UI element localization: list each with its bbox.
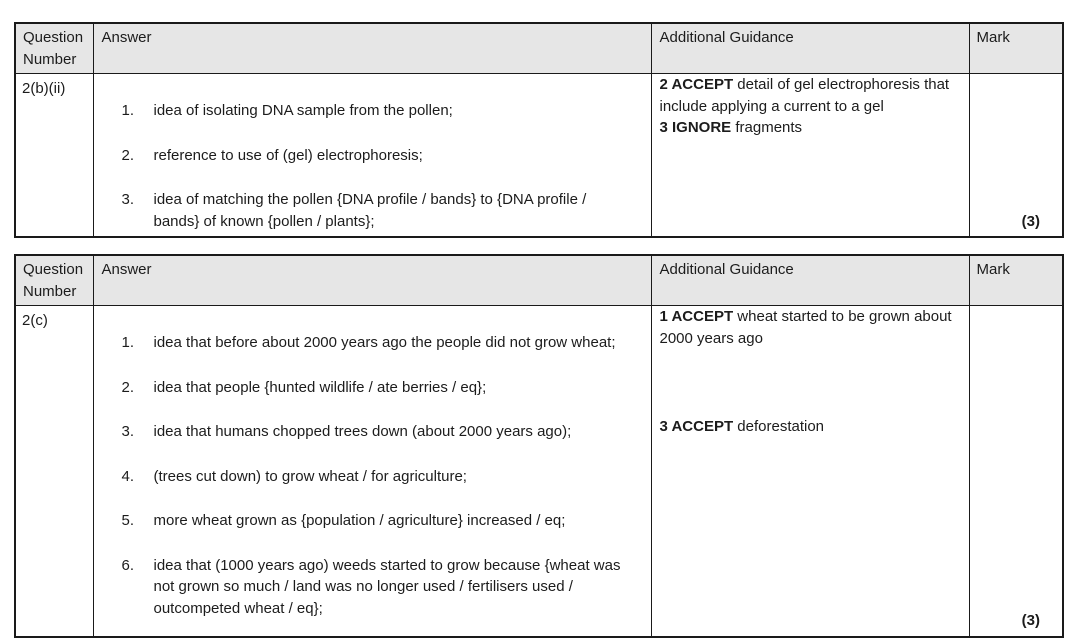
guidance-note-text: wheat started to be grown about 2000 yea…	[659, 308, 952, 347]
answer-item-number: 6.	[121, 556, 135, 574]
answer-list-item: 3. idea of matching the pollen {DNA prof…	[94, 189, 633, 232]
header-mark: Mark	[968, 22, 1064, 74]
answer-item-number: 3.	[121, 423, 135, 440]
answer-list-item: 2. idea that people {hunted wildlife / a…	[94, 377, 633, 399]
header-answer: Answer	[92, 22, 652, 74]
answer-list-item: 6. idea that (1000 years ago) weeds star…	[94, 555, 633, 620]
header-row: Question Number Answer Additional Guidan…	[14, 254, 1064, 306]
mark-scheme-table-2bii: Question Number Answer Additional Guidan…	[14, 22, 1064, 238]
answer-item-text: idea that humans chopped trees down (abo…	[153, 423, 572, 440]
answer-item-number: 1.	[121, 334, 135, 351]
guidance-note-text: deforestation	[737, 418, 825, 435]
answer-item-number: 1.	[121, 102, 135, 119]
answer-item-text: idea that before about 2000 years ago th…	[153, 334, 616, 351]
header-additional-guidance: Additional Guidance	[650, 254, 970, 306]
answer-list-item: 3. idea that humans chopped trees down (…	[94, 421, 633, 443]
mark-scheme-table-2c: Question Number Answer Additional Guidan…	[14, 254, 1064, 638]
answer-list: 1. idea that before about 2000 years ago…	[94, 306, 633, 619]
answer-cell: 1. idea that before about 2000 years ago…	[92, 305, 652, 637]
question-number-cell: 2(c)	[14, 305, 94, 637]
header-question-number: Question Number	[14, 22, 94, 74]
guidance-cell: 2 ACCEPT detail of gel electrophoresis t…	[650, 73, 970, 238]
mark-value: (3)	[1021, 212, 1040, 230]
answer-list-item: 5. more wheat grown as {population / agr…	[94, 510, 633, 532]
table-row: 2(b)(ii) 1. idea of isolating DNA sample…	[14, 73, 1064, 238]
guidance-bold-keyword: 3 IGNORE	[659, 119, 732, 136]
answer-list-item: 1. idea of isolating DNA sample from the…	[94, 100, 633, 122]
answer-item-text: reference to use of (gel) electrophoresi…	[153, 146, 423, 164]
guidance-bold-keyword: 2 ACCEPT	[659, 76, 734, 93]
guidance-note: 3 IGNORE fragments	[660, 117, 953, 139]
guidance-cell: 1 ACCEPT wheat started to be grown about…	[650, 305, 970, 637]
header-mark: Mark	[968, 254, 1064, 306]
guidance-note-text: fragments	[735, 119, 803, 136]
question-number-cell: 2(b)(ii)	[14, 73, 94, 238]
answer-item-text: idea of matching the pollen {DNA profile…	[153, 191, 587, 230]
answer-item-number: 2.	[121, 146, 135, 164]
mark-cell: (3)	[968, 305, 1064, 637]
answer-item-number: 4.	[121, 467, 135, 485]
answer-item-number: 3.	[121, 191, 135, 208]
mark-cell: (3)	[968, 73, 1064, 238]
answer-list-item: 2. reference to use of (gel) electrophor…	[94, 145, 633, 167]
guidance-note: 3 ACCEPT deforestation	[660, 416, 953, 438]
guidance-note: 1 ACCEPT wheat started to be grown about…	[660, 306, 953, 349]
answer-item-text: (trees cut down) to grow wheat / for agr…	[153, 467, 467, 485]
header-question-number: Question Number	[14, 254, 94, 306]
table-row: 2(c) 1. idea that before about 2000 year…	[14, 305, 1064, 637]
guidance-bold-keyword: 1 ACCEPT	[659, 308, 734, 325]
answer-list: 1. idea of isolating DNA sample from the…	[94, 74, 633, 232]
answer-item-number: 2.	[121, 378, 135, 396]
answer-list-item: 1. idea that before about 2000 years ago…	[94, 332, 633, 354]
answer-cell: 1. idea of isolating DNA sample from the…	[92, 73, 652, 238]
answer-item-text: idea that (1000 years ago) weeds started…	[153, 556, 621, 617]
header-answer: Answer	[92, 254, 652, 306]
guidance-bold-keyword: 3 ACCEPT	[659, 418, 734, 435]
answer-item-text: idea of isolating DNA sample from the po…	[153, 102, 453, 119]
guidance-note-text: detail of gel electrophoresis that inclu…	[659, 76, 950, 115]
header-additional-guidance: Additional Guidance	[650, 22, 970, 74]
answer-item-text: more wheat grown as {population / agricu…	[153, 512, 566, 529]
answer-list-item: 4. (trees cut down) to grow wheat / for …	[94, 466, 633, 488]
guidance-note: 2 ACCEPT detail of gel electrophoresis t…	[660, 74, 953, 117]
mark-value: (3)	[1021, 612, 1040, 629]
answer-item-text: idea that people {hunted wildlife / ate …	[153, 378, 487, 396]
answer-item-number: 5.	[121, 512, 135, 529]
header-row: Question Number Answer Additional Guidan…	[14, 22, 1064, 74]
